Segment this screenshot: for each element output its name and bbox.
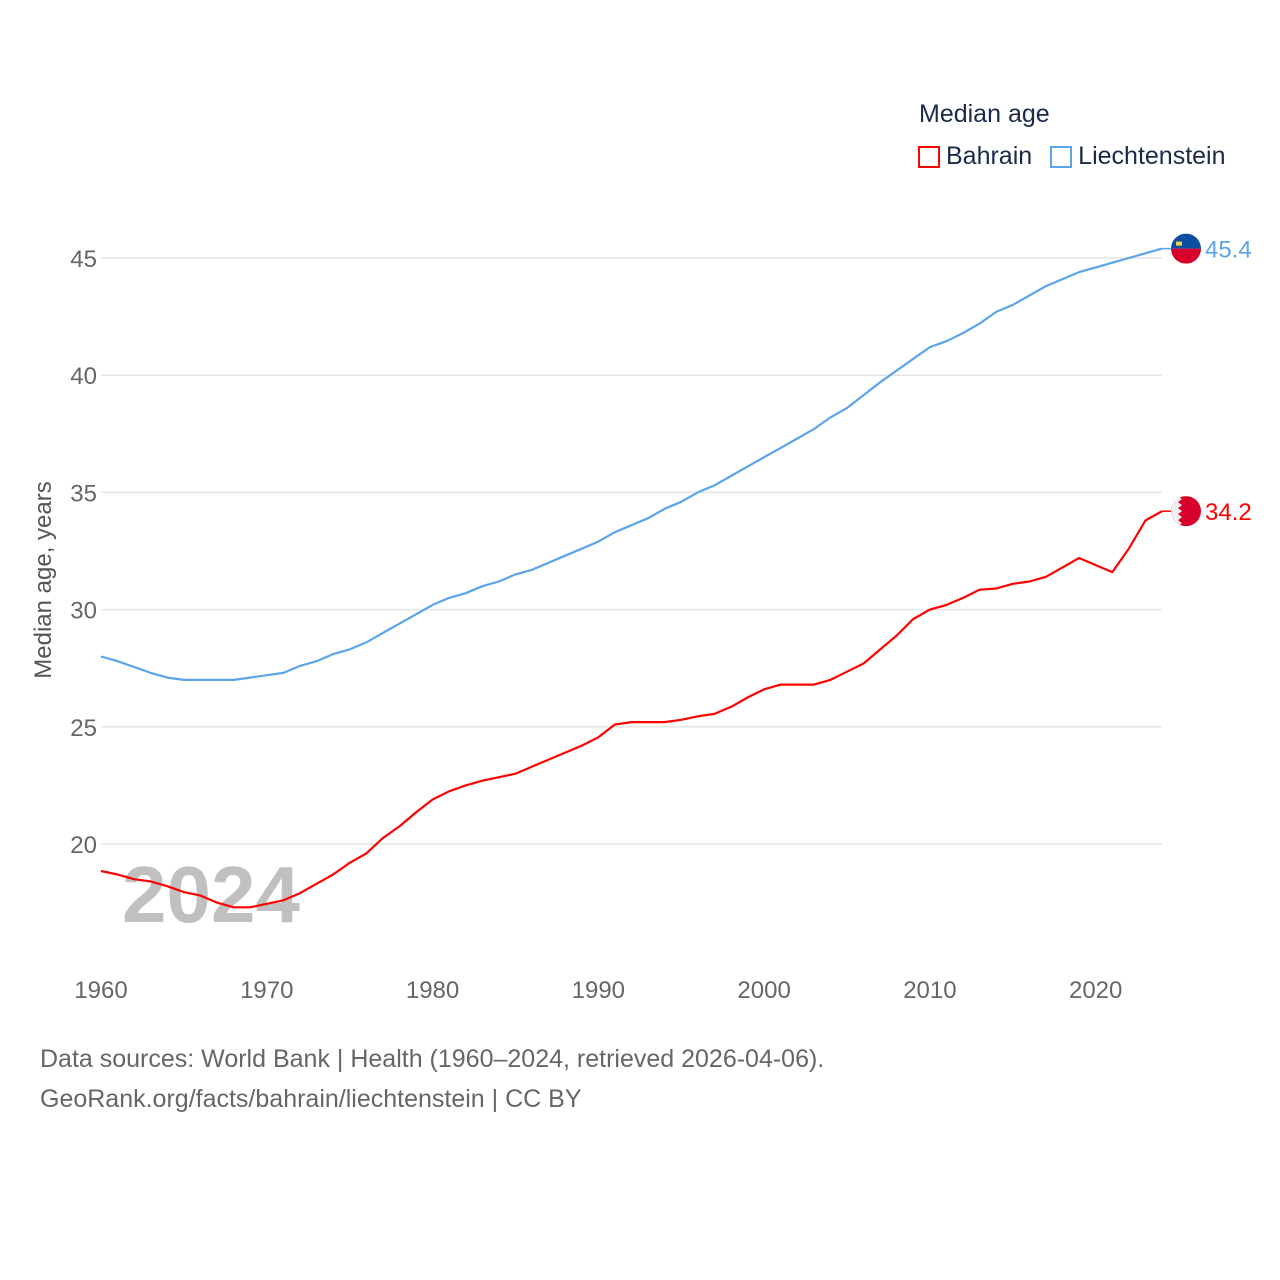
x-tick-label: 2000 [737, 977, 790, 1004]
end-value-label: 45.4 [1205, 237, 1252, 264]
y-tick-label: 40 [70, 363, 97, 390]
legend-item-liechtenstein[interactable]: Liechtenstein [1050, 142, 1226, 171]
crown-icon [1176, 241, 1182, 246]
legend-swatch-liechtenstein [1050, 145, 1073, 168]
x-tick-label: 1970 [240, 977, 293, 1004]
x-tick-label: 1990 [572, 977, 625, 1004]
series-line-bahrain [100, 510, 1163, 909]
y-tick-label: 20 [70, 832, 97, 859]
legend: Bahrain Liechtenstein [918, 142, 1226, 171]
y-tick-label: 35 [70, 480, 97, 507]
year-watermark: 2024 [122, 850, 300, 939]
end-value-label: 34.2 [1205, 499, 1252, 526]
legend-label: Bahrain [946, 142, 1033, 170]
legend-label: Liechtenstein [1078, 142, 1226, 170]
x-tick-label: 2020 [1069, 977, 1122, 1004]
source-url-text[interactable]: GeoRank.org/facts/bahrain/liechtenstein … [40, 1085, 582, 1113]
flag-white-serrated [1171, 496, 1182, 527]
flag-red-band [1171, 248, 1201, 264]
y-tick-label: 45 [70, 246, 97, 273]
y-axis-label: Median age, years [30, 481, 57, 678]
liechtenstein-flag-icon [1171, 233, 1201, 264]
data-source-text: Data sources: World Bank | Health (1960–… [40, 1045, 825, 1073]
flag-blue-band [1171, 233, 1201, 249]
series-line-liechtenstein [100, 247, 1163, 682]
y-tick-label: 25 [70, 715, 97, 742]
legend-swatch-bahrain [918, 145, 940, 168]
x-tick-label: 1960 [74, 977, 127, 1004]
x-tick-label: 2010 [903, 977, 956, 1004]
y-tick-label: 30 [70, 598, 97, 625]
bahrain-flag-icon [1171, 496, 1201, 527]
legend-item-bahrain[interactable]: Bahrain [918, 142, 1032, 171]
legend-title: Median age [919, 100, 1050, 128]
x-tick-label: 1980 [406, 977, 459, 1004]
